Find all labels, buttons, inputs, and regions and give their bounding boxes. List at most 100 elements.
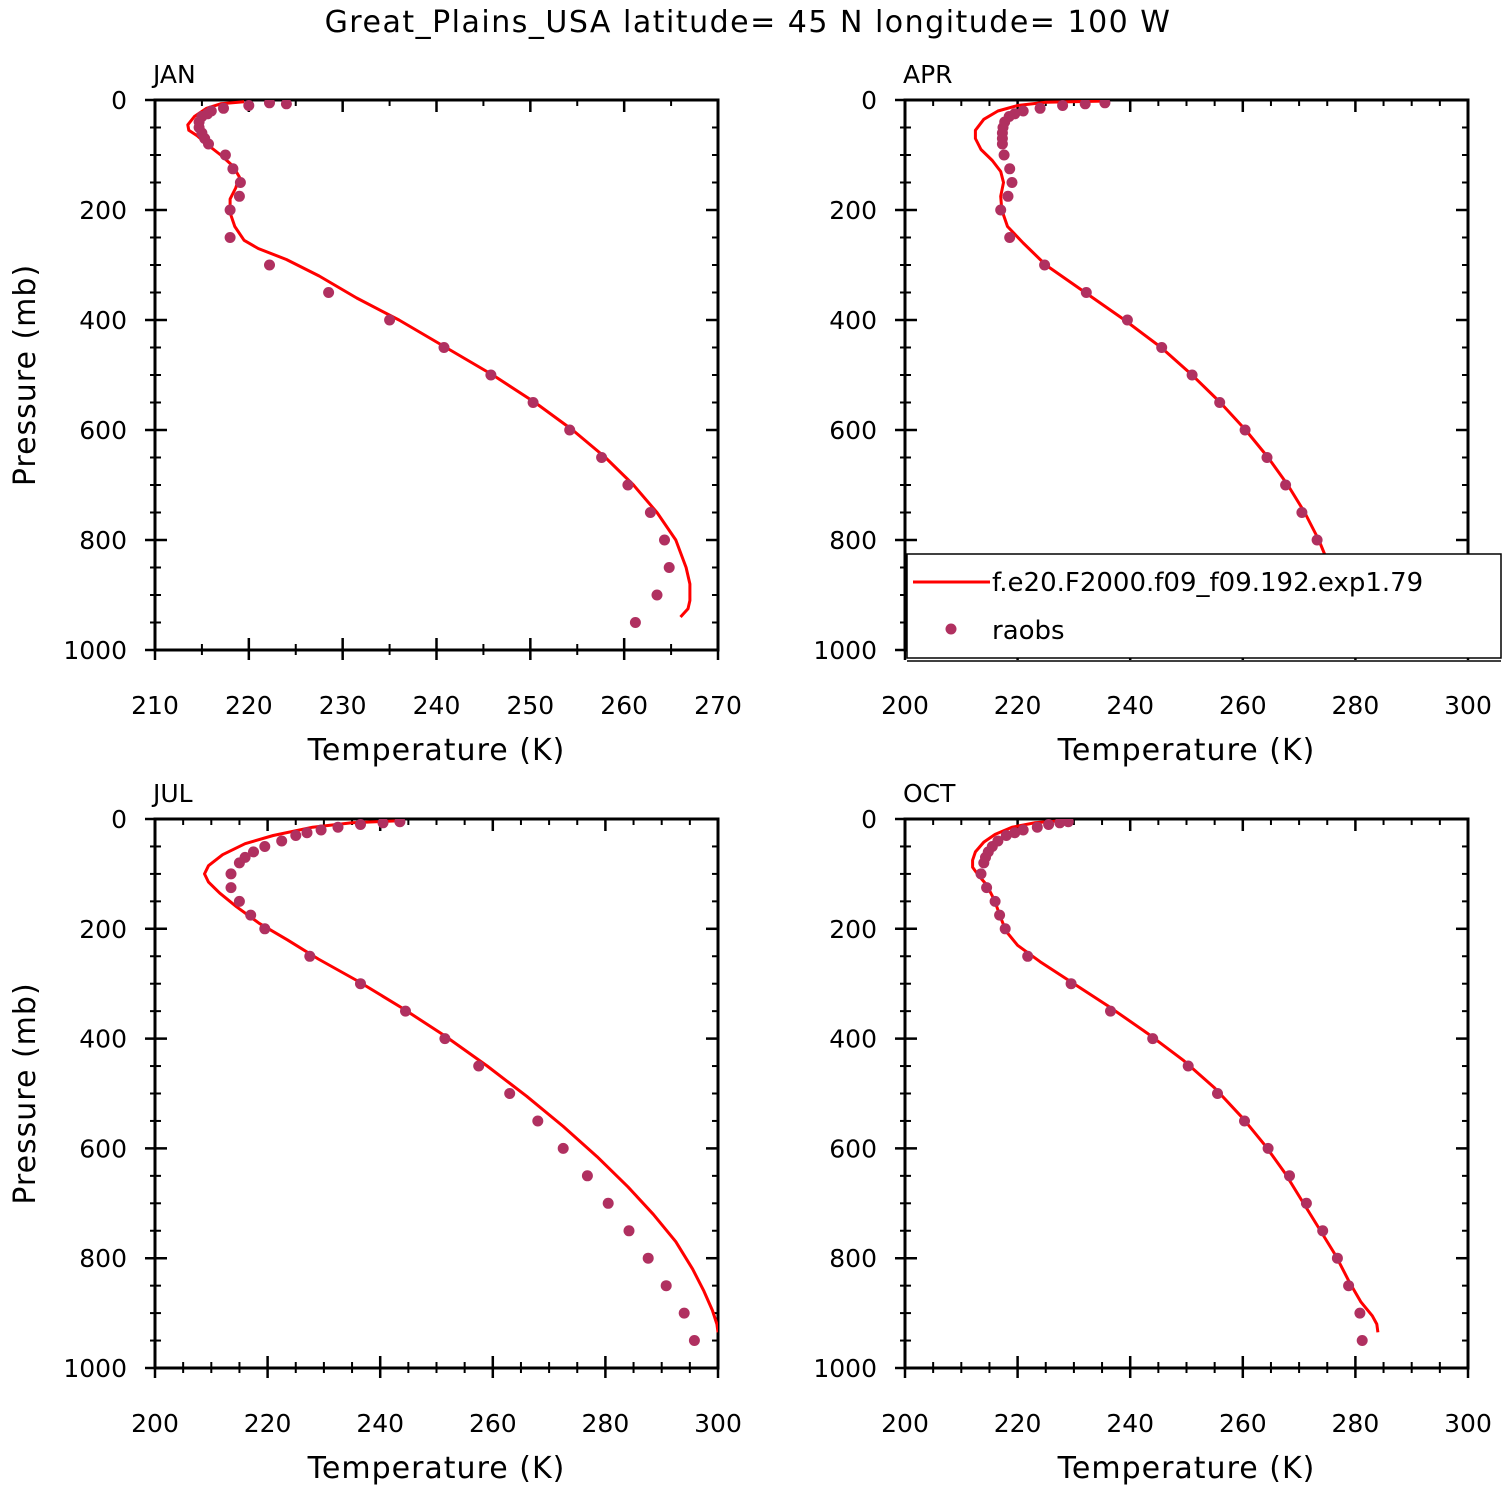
- raobs-point: [1054, 819, 1066, 829]
- raobs-point: [438, 342, 450, 353]
- raobs-point: [1186, 369, 1198, 381]
- raobs-point: [1057, 100, 1069, 111]
- raobs-point: [264, 259, 275, 271]
- raobs-point: [1284, 1170, 1295, 1182]
- x-axis-label: Temperature (K): [307, 1451, 566, 1486]
- raobs-point: [377, 819, 389, 829]
- raobs-point: [1004, 232, 1016, 243]
- panel-month-label: APR: [903, 60, 953, 89]
- x-tick-label: 300: [1444, 1409, 1492, 1438]
- raobs-point: [384, 314, 396, 326]
- raobs-point: [394, 819, 406, 828]
- raobs-point: [280, 100, 292, 110]
- raobs-point: [504, 1088, 516, 1099]
- figure-title: Great_Plains_USA latitude= 45 N longitud…: [325, 5, 1172, 40]
- x-tick-label: 270: [694, 691, 742, 720]
- x-tick-label: 220: [225, 691, 273, 720]
- x-tick-label: 220: [994, 1409, 1042, 1438]
- raobs-point: [1239, 1115, 1250, 1127]
- x-tick-label: 260: [469, 1409, 517, 1438]
- raobs-point: [1079, 100, 1091, 110]
- raobs-point: [564, 424, 576, 436]
- raobs-point: [1105, 1005, 1116, 1017]
- panel-month-label: OCT: [903, 779, 956, 808]
- raobs-point: [233, 857, 245, 869]
- panels: 210 220 230 240 250 260 270 0 200 400 600 800 1000 JA…: [8, 60, 1492, 1486]
- x-tick-label: 300: [1444, 691, 1492, 720]
- raobs-point: [1311, 534, 1323, 546]
- raobs-point: [304, 950, 316, 962]
- raobs-point: [203, 138, 214, 150]
- raobs-point: [1043, 819, 1055, 830]
- raobs-point: [1034, 102, 1046, 114]
- raobs-point: [355, 819, 366, 830]
- raobs-point: [557, 1142, 569, 1154]
- raobs-point: [234, 177, 246, 188]
- raobs-point: [527, 397, 539, 408]
- raobs-point: [1039, 259, 1051, 271]
- data-layer: [186, 100, 692, 628]
- y-tick-label: 800: [79, 1244, 127, 1273]
- raobs-point: [998, 149, 1010, 161]
- raobs-point: [642, 1252, 654, 1264]
- raobs-point: [629, 617, 641, 628]
- raobs-point: [1002, 190, 1014, 202]
- raobs-point: [532, 1115, 544, 1127]
- raobs-point: [219, 149, 231, 161]
- raobs-point: [1212, 1088, 1223, 1099]
- raobs-point: [276, 835, 288, 847]
- raobs-point: [1000, 830, 1012, 841]
- raobs-point: [224, 232, 236, 243]
- x-axis-label: Temperature (K): [1057, 733, 1316, 768]
- y-tick-label: 0: [111, 805, 127, 834]
- raobs-point: [259, 841, 271, 852]
- panel-month-label: JAN: [151, 60, 196, 89]
- x-tick-label: 300: [694, 1409, 742, 1438]
- y-tick-label: 600: [79, 1134, 127, 1163]
- x-tick-label: 220: [244, 1409, 292, 1438]
- y-tick-label: 400: [79, 306, 127, 335]
- raobs-point: [994, 909, 1006, 921]
- raobs-point: [999, 923, 1011, 935]
- raobs-point: [218, 102, 229, 114]
- raobs-point: [602, 1197, 614, 1209]
- y-tick-label: 1000: [63, 1354, 127, 1383]
- data-layer: [203, 819, 718, 1346]
- y-tick-label: 800: [79, 526, 127, 555]
- raobs-point: [1099, 100, 1111, 109]
- x-tick-label: 280: [1332, 691, 1380, 720]
- model-line: [973, 100, 1360, 621]
- y-tick-label: 1000: [63, 636, 127, 665]
- y-tick-label: 800: [829, 1244, 877, 1273]
- raobs-point: [1182, 1060, 1194, 1072]
- x-tick-label: 260: [1219, 1409, 1267, 1438]
- raobs-point: [1280, 479, 1292, 491]
- x-tick-label: 240: [413, 691, 461, 720]
- panel-jan: 210 220 230 240 250 260 270 0 200 400 600 800 1000 JA…: [8, 60, 742, 768]
- x-tick-label: 200: [131, 1409, 179, 1438]
- raobs-point: [332, 821, 344, 833]
- raobs-point: [663, 562, 675, 573]
- panel-jul: 200 220 240 260 280 300 0 200 400 600 800 1000 JUL Te…: [8, 779, 742, 1486]
- y-tick-label: 0: [111, 86, 127, 115]
- raobs-point: [1296, 507, 1308, 518]
- raobs-point: [1121, 314, 1133, 326]
- raobs-point: [439, 1033, 451, 1045]
- raobs-point: [301, 827, 313, 839]
- panel-month-label: JUL: [151, 779, 193, 808]
- model-line: [971, 819, 1380, 1333]
- raobs-point: [622, 479, 634, 491]
- raobs-point: [233, 190, 245, 202]
- raobs-point: [989, 895, 1001, 907]
- raobs-point: [245, 909, 257, 921]
- raobs-point: [1004, 163, 1016, 175]
- y-tick-label: 200: [829, 915, 877, 944]
- y-tick-label: 400: [79, 1025, 127, 1054]
- raobs-point: [315, 824, 327, 836]
- raobs-point: [1262, 1142, 1274, 1154]
- raobs-point: [659, 534, 670, 546]
- y-tick-label: 200: [79, 196, 127, 225]
- y-tick-label: 200: [79, 915, 127, 944]
- legend: f.e20.F2000.f09_f09.192.exp1.79 raobs: [906, 553, 1502, 662]
- x-tick-label: 220: [994, 691, 1042, 720]
